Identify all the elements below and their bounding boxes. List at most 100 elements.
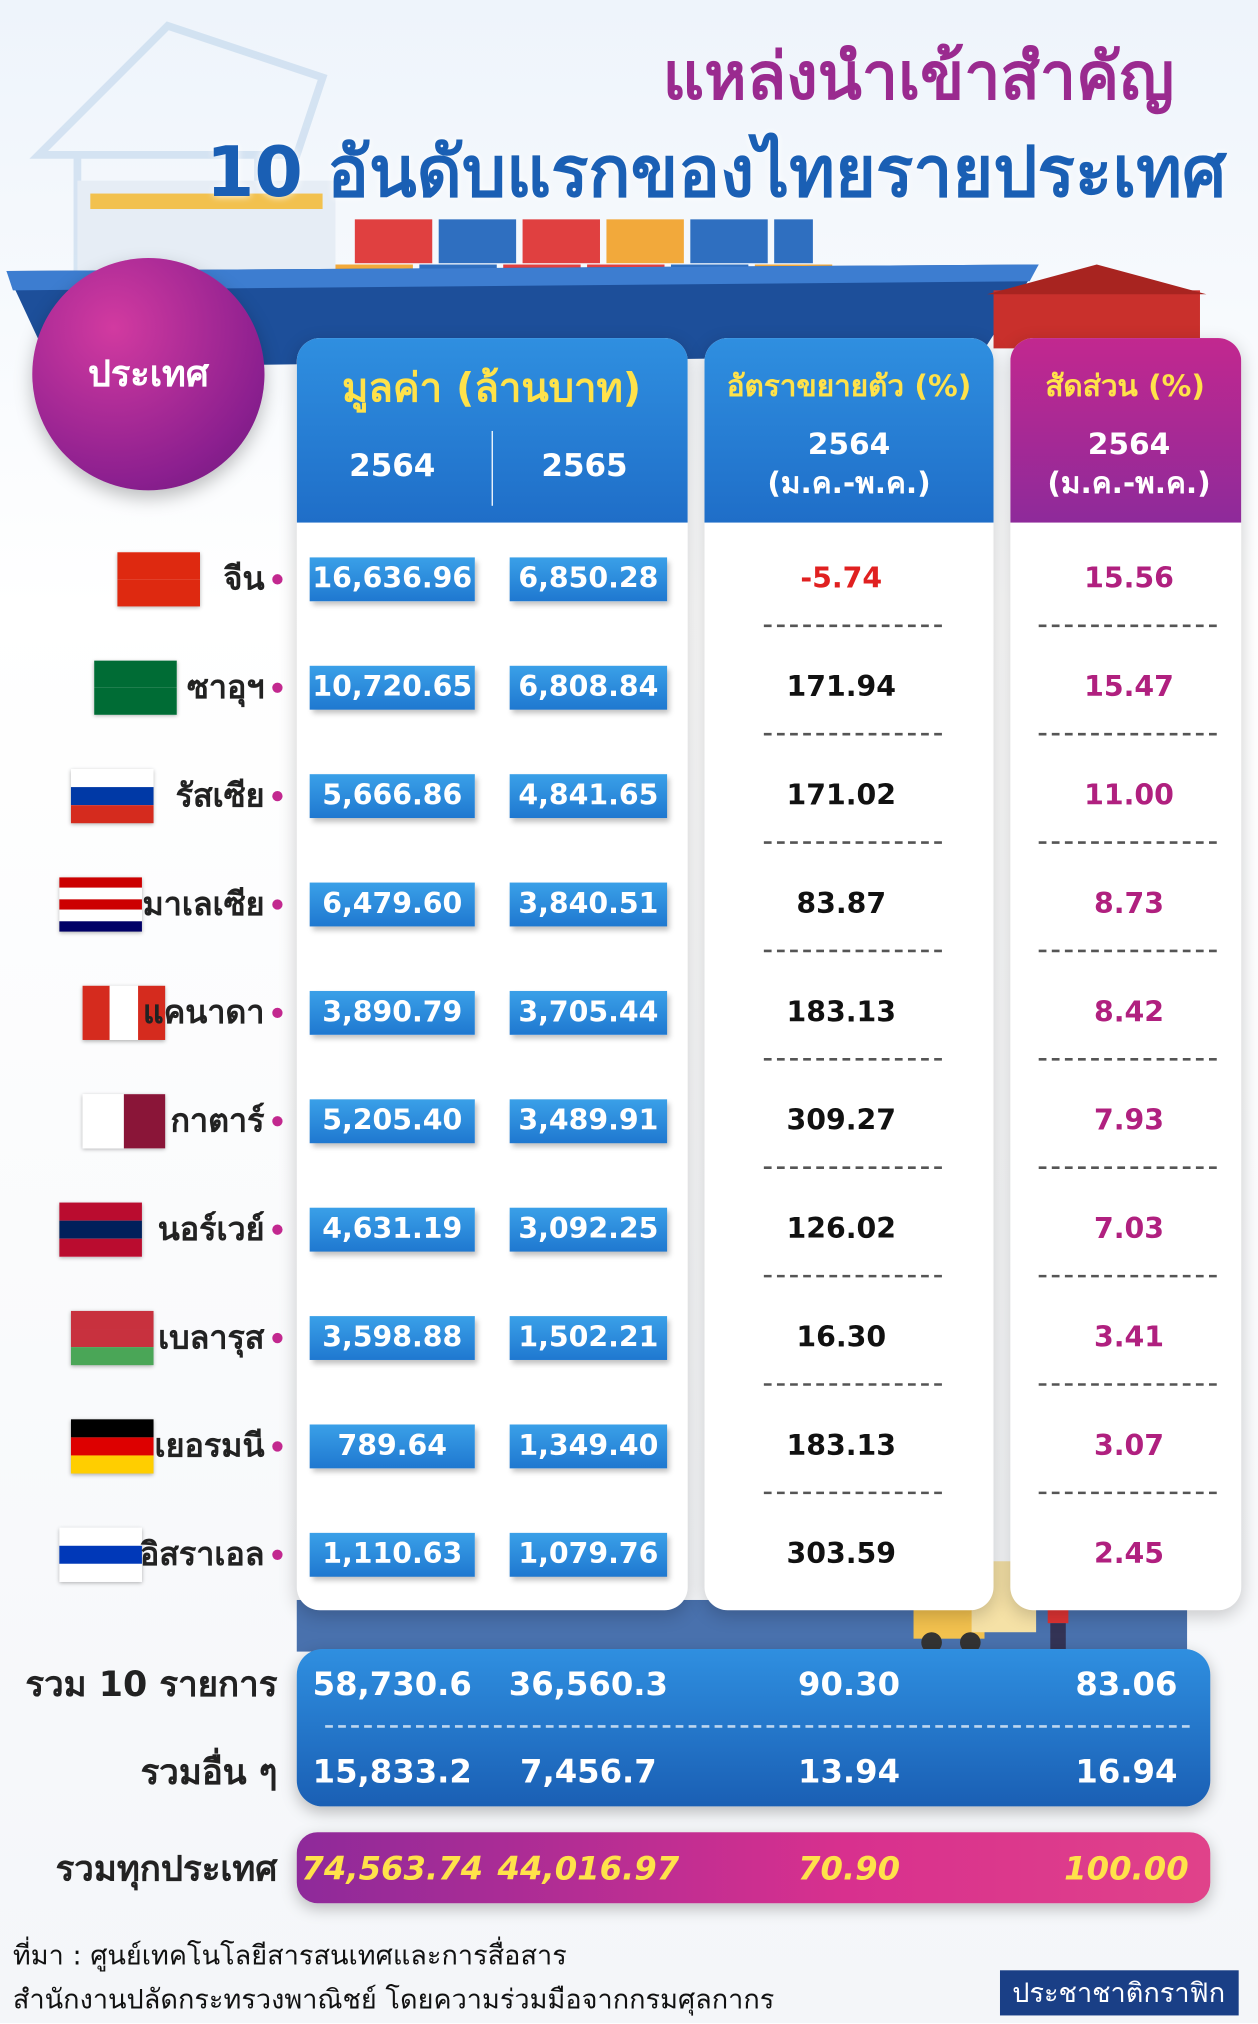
growth-value: 171.02 [786, 779, 897, 813]
value-2564: 3,890.79 [322, 996, 463, 1030]
row-divider [1038, 1383, 1217, 1386]
share-value: 7.93 [1093, 1105, 1165, 1138]
value-cell [509, 1532, 668, 1577]
growth-panel [704, 338, 994, 1611]
row-divider [1038, 732, 1217, 736]
share-value: 8.73 [1093, 888, 1165, 921]
share-header: สัดส่วน (%) [1045, 370, 1205, 404]
value-2564: 3,598.88 [322, 1321, 463, 1355]
country-label: มาเลเซีย [142, 885, 265, 923]
growth-value: 183.13 [786, 996, 897, 1030]
value-2565: 1,502.21 [518, 1321, 659, 1355]
row-divider [763, 1274, 942, 1278]
source-text: สำนักงานปลัดกระทรวงพาณิชย์ โดยความร่วมมื… [12, 1983, 775, 2015]
bullet [272, 1441, 283, 1452]
brand-box [999, 1970, 1239, 2016]
total-value: 7,456.7 [520, 1752, 657, 1791]
value-2564: 6,479.60 [322, 888, 463, 921]
grand-total-box [296, 1832, 1211, 1904]
value-2564: 16,636.96 [312, 563, 473, 596]
share-year: 2564 [1087, 428, 1171, 462]
value-cell [309, 1532, 475, 1577]
grand-total-value: 44,016.97 [497, 1849, 680, 1888]
country-label: รัสเซีย [175, 776, 265, 815]
total-label: รวม 10 รายการ [25, 1665, 278, 1706]
row-divider [763, 1491, 942, 1495]
bullet [272, 1007, 283, 1019]
country-label: เยอรมนี [154, 1427, 265, 1465]
country-label: กาตาร์ [170, 1101, 265, 1140]
value-cell [309, 557, 475, 602]
value-cell [509, 1207, 668, 1252]
value-cell [509, 1099, 668, 1144]
total-value: 16.94 [1075, 1752, 1178, 1791]
flag [59, 1202, 142, 1257]
value-2565: 6,808.84 [518, 671, 659, 704]
bullet [272, 574, 283, 585]
country-label: อิสราเอล [139, 1535, 265, 1573]
value-cell [309, 882, 475, 927]
grand-total-value: 100.00 [1064, 1849, 1189, 1888]
grand-total-label: รวมทุกประเทศ [55, 1849, 278, 1890]
total-value: 83.06 [1075, 1665, 1178, 1703]
share-value: 11.00 [1084, 779, 1174, 813]
row-divider [763, 949, 942, 953]
row-divider [1038, 1058, 1217, 1061]
value-cell [309, 990, 475, 1035]
value-2564: 5,666.86 [322, 779, 463, 813]
grand-total-value: 74,563.74 [301, 1849, 484, 1888]
row-divider [1038, 1491, 1217, 1495]
value-2565: 3,840.51 [518, 888, 659, 921]
value-cell [509, 882, 668, 927]
row-divider [1038, 1274, 1217, 1278]
growth-value: 171.94 [786, 671, 897, 704]
title-line-1: แหล่งนำเข้าสำคัญ [662, 39, 1175, 115]
value-cell [309, 774, 475, 819]
row-divider [763, 1058, 942, 1061]
value-2564: 4,631.19 [322, 1213, 463, 1246]
total-value: 36,560.3 [508, 1665, 668, 1703]
value-cell [309, 1207, 475, 1252]
flag [82, 1094, 166, 1149]
flag [94, 660, 177, 715]
value-2564: 10,720.65 [312, 671, 473, 704]
bullet [272, 1116, 283, 1127]
value-cell [509, 990, 668, 1035]
total-value: 90.30 [798, 1665, 901, 1703]
value-2564: 789.64 [337, 1430, 448, 1463]
year-header: 2565 [541, 447, 628, 484]
flag [59, 877, 142, 932]
growth-value: 83.87 [796, 888, 887, 921]
value-2565: 1,079.76 [518, 1538, 659, 1571]
flag [59, 1527, 142, 1582]
value-2565: 3,092.25 [518, 1213, 659, 1246]
source-text: ที่มา : ศูนย์เทคโนโลยีสารสนเทศและการสื่อ… [12, 1939, 567, 1971]
country-header: ประเทศ [87, 352, 209, 395]
row-divider [1038, 1166, 1217, 1170]
country-header-badge [32, 258, 265, 491]
flag [70, 1310, 154, 1366]
value-cell [509, 665, 668, 710]
value-2565: 3,705.44 [518, 996, 659, 1030]
growth-value: 183.13 [786, 1430, 897, 1463]
title-line-2: 10 อันดับแรกของไทยรายประเทศ [205, 131, 1227, 213]
value-cell [509, 774, 668, 819]
share-value: 15.47 [1084, 671, 1174, 704]
bullet [272, 1332, 283, 1344]
growth-year: 2564 [807, 428, 891, 462]
value-panel [296, 338, 688, 1611]
total-label: รวมอื่น ๆ [140, 1752, 278, 1793]
country-label: นอร์เวย์ [157, 1210, 265, 1248]
grand-total-value: 70.90 [798, 1849, 901, 1888]
value-2565: 1,349.40 [518, 1430, 659, 1463]
value-2565: 6,850.28 [518, 563, 659, 596]
row-divider [1038, 841, 1217, 844]
total-value: 15,833.2 [312, 1752, 472, 1791]
total-value: 58,730.6 [312, 1665, 472, 1703]
share-value: 8.42 [1093, 996, 1165, 1030]
value-cell [509, 557, 668, 602]
growth-value: 303.59 [786, 1538, 897, 1571]
value-cell [309, 1099, 475, 1144]
share-panel [1010, 338, 1242, 1611]
